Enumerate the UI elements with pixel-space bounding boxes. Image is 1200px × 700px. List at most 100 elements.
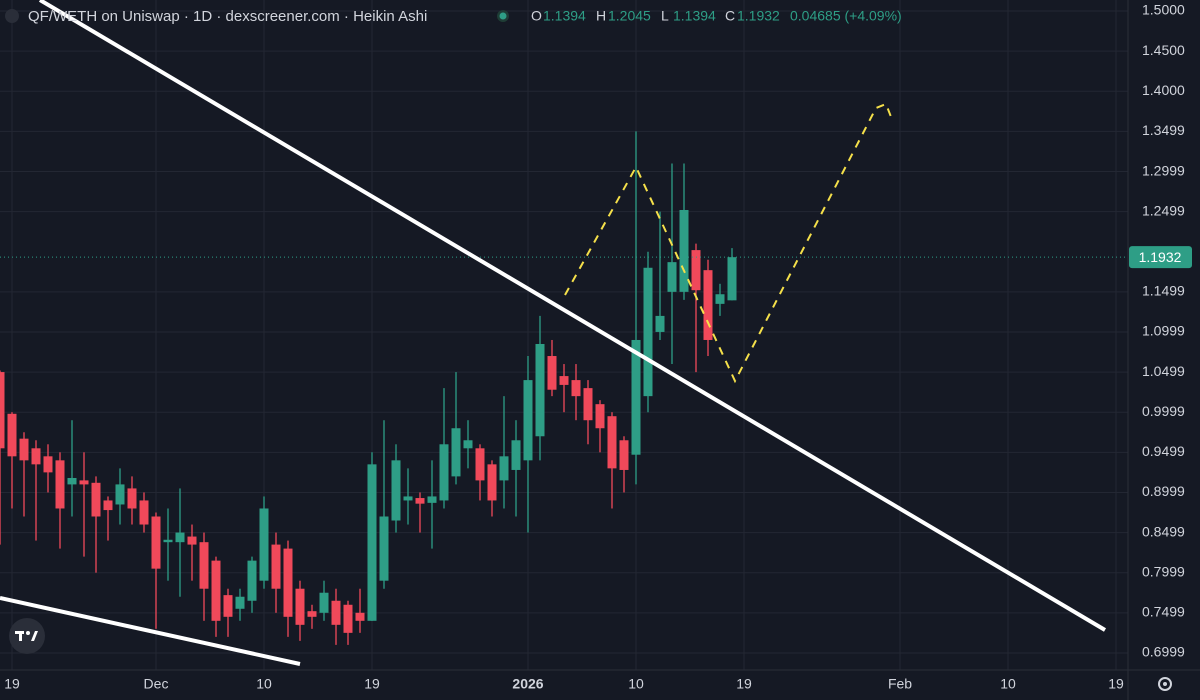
candle-body [643,267,653,397]
candle-body [151,516,161,569]
x-tick-label: Dec [144,676,169,692]
candle-body [415,498,425,504]
candle-body [439,444,449,501]
candle-body [595,404,605,429]
y-tick-label: 1.0999 [1142,323,1185,339]
candle-body [319,592,329,613]
y-tick-label: 1.2499 [1142,202,1185,218]
x-tick-label: 2026 [512,676,543,692]
y-tick-label: 0.7499 [1142,604,1185,620]
candle-body [295,588,305,625]
settings-icon-core [1163,682,1167,686]
candles [0,131,1128,645]
ohlc-label: C [725,8,735,24]
last-price-label: 1.1932 [1139,249,1182,265]
candle-body [7,413,17,457]
candle-body [463,440,473,449]
candle-body [103,500,113,511]
trendline [0,596,301,666]
candle-body [247,560,257,601]
candle-body [475,448,485,481]
ohlc-value: 1.1932 [737,8,780,24]
y-tick-label: 0.6999 [1142,644,1185,660]
settings-icon[interactable] [1158,677,1172,691]
symbol-icon [5,9,19,23]
candle-body [331,600,341,625]
candle-body [343,604,353,633]
chart-title: QF/WETH on Uniswap · 1D · dexscreener.co… [28,8,427,25]
y-tick-label: 1.3499 [1142,122,1185,138]
candle-body [691,250,701,291]
candle-body [163,539,173,543]
y-tick-label: 1.4000 [1142,82,1185,98]
candle-body [19,438,29,461]
candle-body [55,460,65,509]
candle-body [91,482,101,517]
status-dot [499,12,507,20]
candle-body [403,496,413,501]
candle-body [571,380,581,397]
candle-body [583,388,593,421]
x-tick-label: 10 [1000,676,1016,692]
y-tick-label: 1.1499 [1142,283,1185,299]
x-tick-label: 10 [628,676,644,692]
trendline [38,0,1107,632]
candle-body [0,372,5,449]
y-tick-label: 0.8999 [1142,483,1185,499]
candle-body [67,477,77,485]
candle-body [175,532,185,543]
candle-body [715,294,725,304]
y-tick-label: 1.2999 [1142,162,1185,178]
y-tick-label: 1.5000 [1142,2,1185,18]
candle-body [259,508,269,581]
candle-body [559,376,569,385]
y-tick-label: 0.7999 [1142,563,1185,579]
y-tick-label: 0.9499 [1142,443,1185,459]
y-tick-label: 1.4500 [1142,42,1185,58]
x-tick-label: 19 [1108,676,1124,692]
candle-body [43,456,53,473]
logo-part [26,631,30,635]
candle-body [79,480,89,485]
logo-badge [9,618,45,654]
candle-body [547,356,557,390]
drawings [0,0,1107,666]
candle-body [607,416,617,469]
change-label: 0.04685 (+4.09%) [790,8,902,24]
candle-body [283,548,293,617]
x-tick-label: Feb [888,676,912,692]
tradingview-logo [9,618,45,654]
candle-body [391,460,401,521]
candle-body [427,496,437,503]
ohlc-label: O [531,8,542,24]
candle-body [523,380,533,461]
y-tick-label: 1.0499 [1142,363,1185,379]
candle-body [139,500,149,525]
candle-body [487,464,497,501]
ohlc-value: 1.2045 [608,8,651,24]
candle-body [703,270,713,340]
candle-body [367,464,377,621]
candle-body [379,516,389,581]
candle-body [631,339,641,455]
candle-body [271,544,281,589]
logo-part [19,631,22,641]
candle-body [211,560,221,621]
candle-body [199,542,209,589]
x-tick-label: 10 [256,676,272,692]
logo-part [31,631,38,641]
x-tick-label: 19 [364,676,380,692]
ohlc-value: 1.1394 [543,8,586,24]
ohlc-label: L [661,8,669,24]
candle-body [355,612,365,621]
ohlc-value: 1.1394 [673,8,716,24]
candle-body [679,209,689,292]
y-tick-label: 0.9999 [1142,403,1185,419]
candle-body [655,315,665,332]
projection-path [564,102,894,384]
candle-body [187,536,197,545]
candle-body [451,428,461,477]
settings-button[interactable] [1158,677,1172,691]
candle-body [667,262,677,292]
